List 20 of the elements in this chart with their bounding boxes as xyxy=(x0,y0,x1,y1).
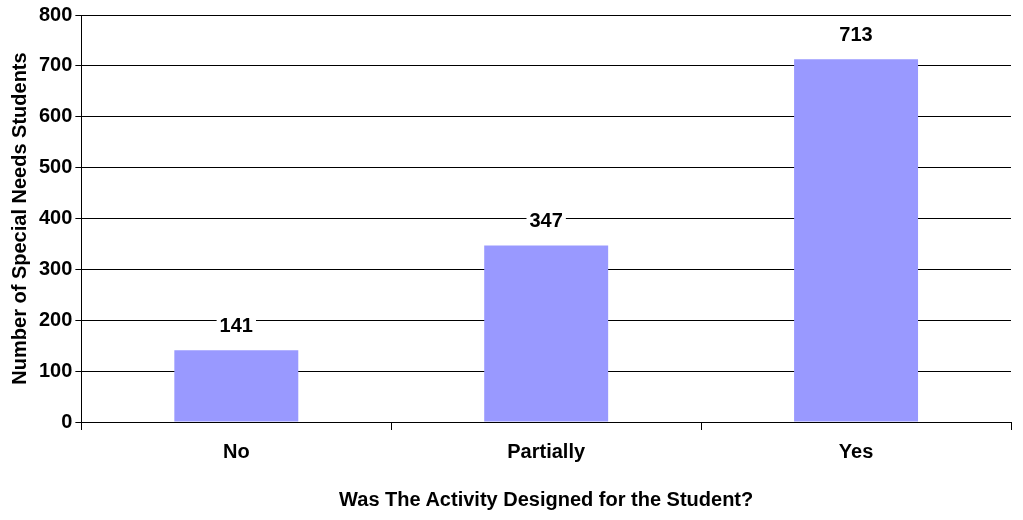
x-axis-title: Was The Activity Designed for the Student? xyxy=(339,487,754,510)
x-tick-label: No xyxy=(222,439,250,462)
y-tick-label: 400 xyxy=(38,206,73,229)
bar xyxy=(484,245,609,422)
y-tick-label: 700 xyxy=(38,53,73,76)
bar xyxy=(794,59,919,422)
y-tick-label: 0 xyxy=(61,409,73,432)
x-tick-label: Yes xyxy=(838,439,874,462)
y-axis-title: Number of Special Needs Students xyxy=(7,52,30,385)
y-tick-label: 600 xyxy=(38,104,73,127)
data-label: 347 xyxy=(529,208,563,231)
bar xyxy=(174,350,299,422)
x-tick-label: Partially xyxy=(507,439,586,462)
data-label: 713 xyxy=(839,22,873,45)
y-tick-label: 200 xyxy=(38,307,73,330)
y-tick-label: 100 xyxy=(38,358,73,381)
y-tick-label: 800 xyxy=(38,2,73,25)
y-tick-label: 300 xyxy=(38,256,73,279)
data-label: 141 xyxy=(219,313,253,336)
y-tick-label: 500 xyxy=(38,155,73,178)
